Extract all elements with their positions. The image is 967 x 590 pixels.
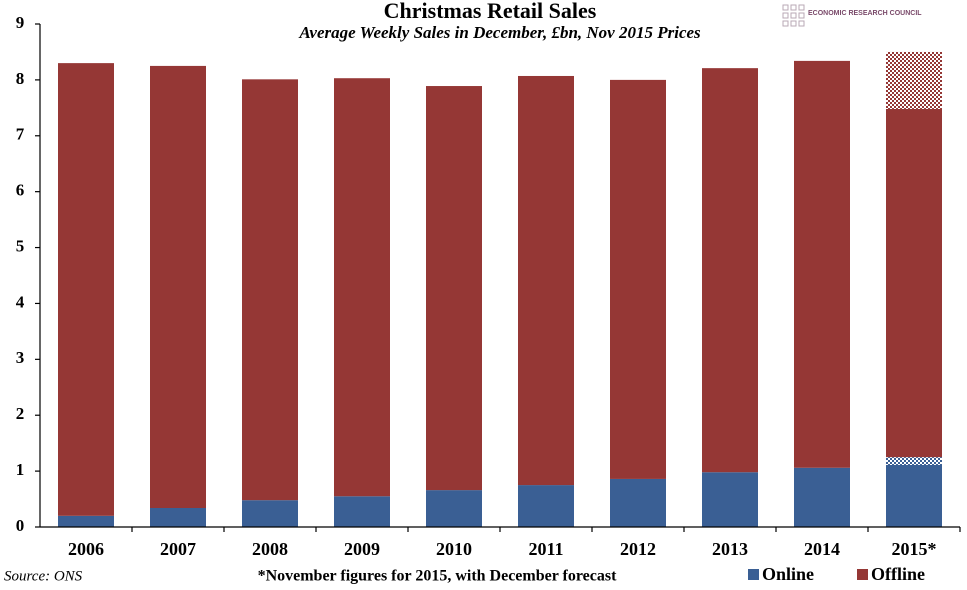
footnote: *November figures for 2015, with Decembe… <box>258 568 618 585</box>
bar-segment <box>426 86 482 491</box>
bar-segment <box>58 63 114 516</box>
x-tick-label: 2007 <box>160 539 196 559</box>
bar-segment <box>886 108 942 458</box>
y-tick-label: 0 <box>16 516 25 535</box>
x-tick-label: 2009 <box>344 539 380 559</box>
x-tick-label: 2006 <box>68 539 104 559</box>
bar-segment <box>242 79 298 501</box>
x-tick-label: 2008 <box>252 539 288 559</box>
bar-segment <box>334 78 390 497</box>
y-tick-label: 5 <box>16 236 25 255</box>
bar-segment <box>610 79 666 479</box>
bar-segment <box>702 68 758 473</box>
y-tick-label: 1 <box>16 460 25 479</box>
x-tick-label: 2012 <box>620 539 656 559</box>
bar-segment <box>150 507 206 527</box>
bar-segment <box>150 65 206 508</box>
legend-swatch <box>748 569 759 580</box>
bar-segment <box>426 490 482 527</box>
y-tick-label: 4 <box>16 292 25 311</box>
y-tick-label: 3 <box>16 348 25 367</box>
legend-label: Offline <box>871 564 925 584</box>
bar-segment <box>518 75 574 486</box>
x-tick-label: 2011 <box>528 539 563 559</box>
bar-segment <box>58 515 114 527</box>
logo-text: ECONOMIC RESEARCH COUNCIL <box>808 10 922 17</box>
bar-segment <box>886 464 942 527</box>
y-tick-label: 9 <box>16 13 25 32</box>
bar-segment <box>702 472 758 527</box>
forecast-segment <box>886 457 942 465</box>
x-tick-label: 2010 <box>436 539 472 559</box>
bar-segment <box>334 496 390 527</box>
chart-subtitle: Average Weekly Sales in December, £bn, N… <box>298 23 701 42</box>
x-tick-label: 2013 <box>712 539 748 559</box>
legend-label: Online <box>762 564 814 584</box>
bar-segment <box>794 60 850 468</box>
chart-title: Christmas Retail Sales <box>384 0 597 23</box>
y-tick-label: 2 <box>16 404 25 423</box>
logo-squares <box>782 4 805 27</box>
bar-segment <box>794 467 850 527</box>
y-tick-label: 7 <box>16 125 25 144</box>
bar-segment <box>610 478 666 527</box>
source: Source: ONS <box>4 568 83 584</box>
bar-segment <box>242 500 298 527</box>
y-tick-label: 6 <box>16 181 25 200</box>
x-tick-label: 2015* <box>892 539 937 559</box>
x-tick-label: 2014 <box>804 539 840 559</box>
forecast-segment <box>886 51 942 109</box>
y-tick-label: 8 <box>16 69 25 88</box>
bar-segment <box>518 485 574 527</box>
legend-swatch <box>857 569 868 580</box>
